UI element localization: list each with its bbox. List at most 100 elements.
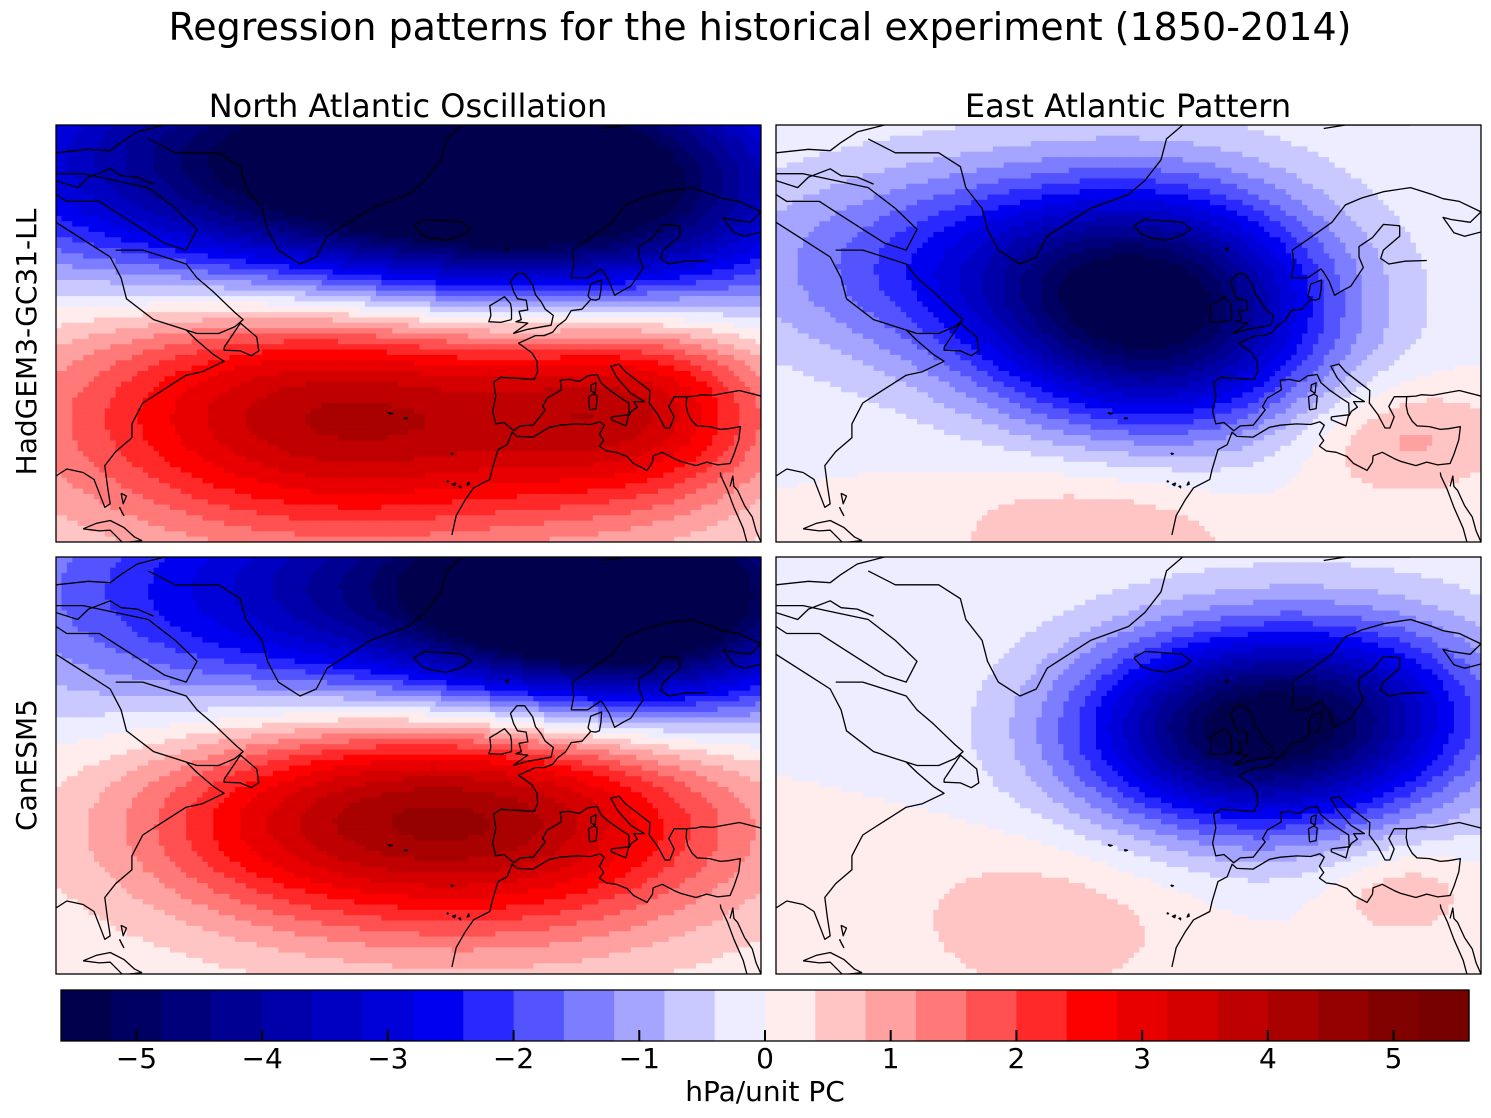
field-cell: [717, 312, 724, 319]
field-cell: [375, 215, 383, 222]
field-cell: [392, 231, 399, 238]
field-cell: [305, 178, 312, 185]
field-cell: [175, 151, 182, 158]
field-cell: [614, 322, 621, 329]
field-cell: [327, 264, 334, 271]
field-cell: [516, 258, 524, 265]
field-cell: [744, 167, 751, 174]
field-cell: [549, 226, 556, 233]
field-cell: [207, 183, 214, 190]
field-cell: [88, 162, 95, 169]
field-cell: [126, 141, 133, 148]
field-cell: [397, 312, 404, 319]
field-cell: [712, 231, 719, 238]
field-cell: [511, 151, 518, 158]
field-cell: [283, 194, 290, 201]
field-cell: [316, 183, 323, 190]
field-cell: [370, 290, 377, 297]
field-cell: [430, 183, 437, 190]
field-cell: [744, 135, 751, 142]
field-cell: [647, 167, 654, 174]
field-cell: [652, 199, 659, 206]
field-cell: [473, 285, 480, 292]
field-cell: [327, 205, 334, 212]
field-cell: [690, 194, 697, 201]
field-cell: [592, 130, 599, 137]
field-cell: [159, 301, 166, 308]
field-cell: [142, 189, 149, 196]
field-cell: [267, 162, 274, 169]
field-cell: [663, 135, 670, 142]
field-cell: [723, 135, 730, 142]
field-cell: [582, 173, 589, 180]
field-cell: [99, 306, 106, 313]
field-cell: [278, 328, 285, 335]
field-cell: [598, 157, 605, 164]
field-cell: [668, 274, 675, 281]
field-cell: [343, 130, 350, 137]
field-cell: [207, 167, 214, 174]
field-cell: [229, 205, 236, 212]
field-cell: [598, 290, 605, 297]
field-cell: [403, 194, 410, 201]
field-cell: [723, 130, 730, 137]
field-cell: [522, 130, 529, 137]
field-cell: [164, 178, 171, 185]
field-cell: [218, 167, 225, 174]
field-cell: [419, 274, 426, 281]
field-cell: [56, 215, 63, 222]
field-cell: [392, 264, 399, 271]
field-cell: [582, 221, 589, 228]
field-cell: [403, 167, 410, 174]
field-cell: [451, 247, 458, 255]
field-cell: [565, 183, 572, 190]
field-cell: [636, 199, 643, 206]
field-cell: [202, 183, 209, 190]
field-cell: [733, 141, 740, 148]
field-cell: [348, 146, 355, 153]
field-cell: [419, 135, 426, 142]
field-cell: [392, 194, 399, 201]
field-cell: [56, 194, 63, 201]
field-cell: [207, 322, 214, 329]
field-cell: [294, 194, 301, 201]
field-cell: [186, 231, 193, 238]
field-cell: [359, 269, 366, 276]
field-cell: [207, 157, 214, 164]
field-cell: [61, 215, 68, 222]
field-cell: [392, 178, 399, 185]
field-cell: [294, 178, 301, 185]
field-cell: [413, 296, 421, 303]
field-cell: [159, 317, 166, 324]
field-cell: [278, 221, 285, 228]
field-cell: [365, 189, 372, 196]
field-cell: [310, 135, 317, 142]
field-cell: [511, 237, 518, 244]
field-cell: [592, 306, 599, 313]
field-cell: [316, 285, 323, 292]
field-cell: [213, 306, 220, 313]
field-cell: [592, 264, 599, 271]
field-cell: [744, 183, 751, 190]
field-cell: [744, 157, 751, 164]
field-cell: [755, 162, 761, 169]
field-cell: [565, 322, 572, 329]
field-cell: [603, 253, 610, 260]
field-cell: [701, 242, 708, 249]
field-cell: [728, 242, 735, 249]
field-cell: [506, 141, 513, 148]
field-cell: [413, 199, 421, 206]
field-cell: [262, 189, 269, 196]
field-cell: [652, 125, 659, 132]
field-cell: [207, 173, 214, 180]
field-cell: [441, 274, 448, 281]
field-cell: [164, 322, 171, 329]
field-cell: [565, 167, 572, 174]
field-cell: [484, 178, 491, 185]
field-cell: [245, 141, 252, 148]
field-cell: [538, 269, 545, 276]
field-cell: [484, 274, 491, 281]
field-cell: [544, 151, 551, 158]
field-cell: [327, 312, 334, 319]
field-cell: [197, 312, 204, 319]
